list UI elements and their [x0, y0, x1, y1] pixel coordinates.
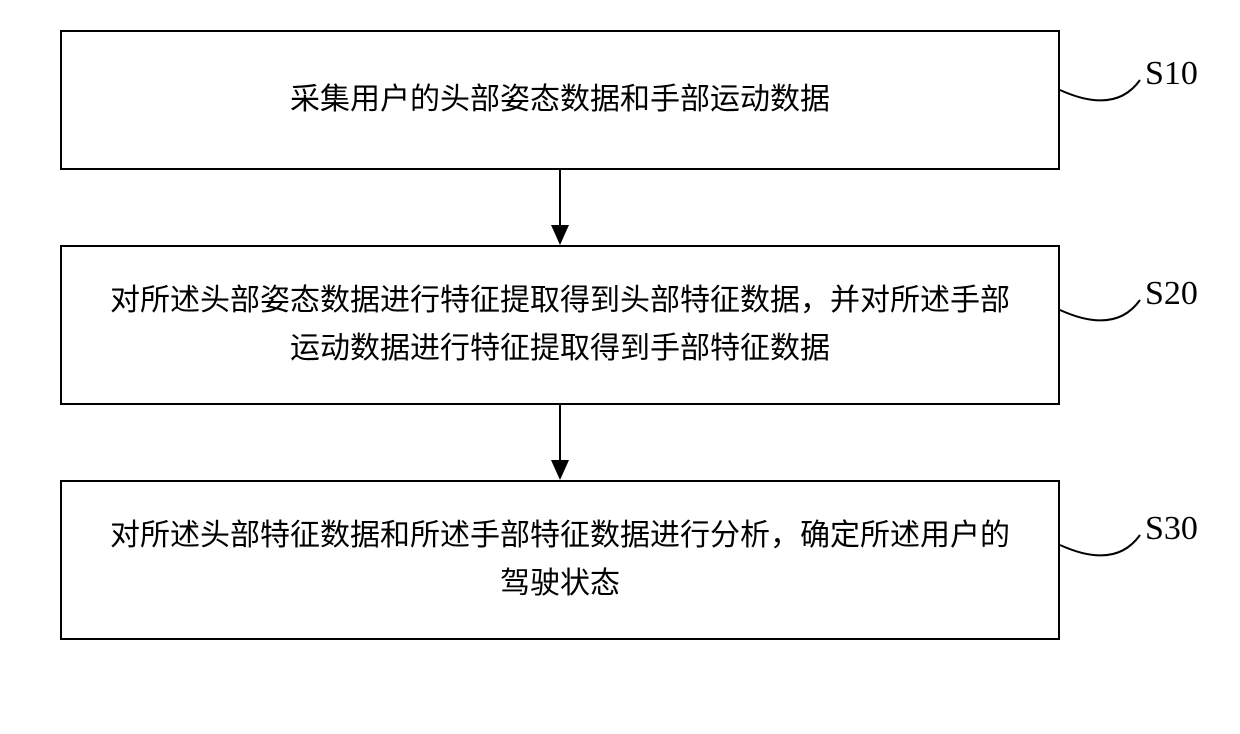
- label-text: S30: [1145, 510, 1198, 547]
- arrow-s20-s30: [60, 405, 1060, 480]
- step-text: 对所述头部姿态数据进行特征提取得到头部特征数据，并对所述手部运动数据进行特征提取…: [102, 277, 1018, 373]
- step-text: 对所述头部特征数据和所述手部特征数据进行分析，确定所述用户的驾驶状态: [102, 512, 1018, 608]
- arrow-s10-s20: [60, 170, 1060, 245]
- label-text: S10: [1145, 55, 1198, 92]
- step-label-s30: S30: [1145, 510, 1198, 548]
- step-box-s30: 对所述头部特征数据和所述手部特征数据进行分析，确定所述用户的驾驶状态: [60, 480, 1060, 640]
- step-box-s10: 采集用户的头部姿态数据和手部运动数据: [60, 30, 1060, 170]
- step-box-s20: 对所述头部姿态数据进行特征提取得到头部特征数据，并对所述手部运动数据进行特征提取…: [60, 245, 1060, 405]
- label-text: S20: [1145, 275, 1198, 312]
- step-label-s20: S20: [1145, 275, 1198, 313]
- step-label-s10: S10: [1145, 55, 1198, 93]
- flowchart-container: 采集用户的头部姿态数据和手部运动数据 对所述头部姿态数据进行特征提取得到头部特征…: [60, 30, 1060, 640]
- step-text: 采集用户的头部姿态数据和手部运动数据: [290, 76, 830, 124]
